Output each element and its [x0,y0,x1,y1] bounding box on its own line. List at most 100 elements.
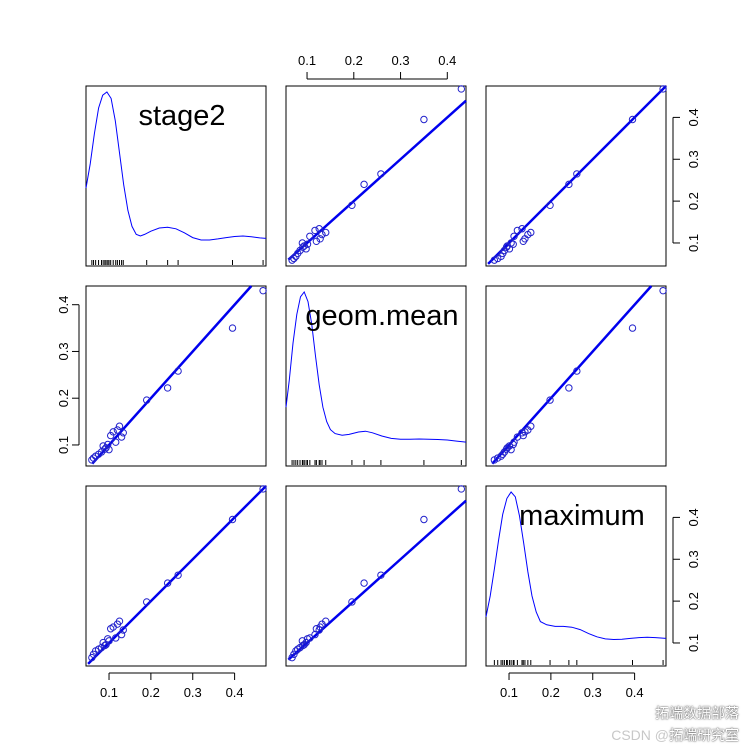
point-stage2-vs-geom.mean-18 [360,180,368,189]
point-stage2-vs-geom.mean-13 [318,230,326,239]
point-maximum-vs-geom.mean-15 [311,630,319,639]
variable-label-stage2: stage2 [138,100,225,132]
point-stage2-vs-geom.mean-14 [322,228,330,237]
density-curve-geom.mean [285,290,467,443]
point-geom.mean-vs-stage2-17 [142,396,151,404]
fit-line-stage2-vs-maximum [487,85,667,265]
point-maximum-vs-geom.mean-16 [315,626,323,634]
point-geom.mean-vs-stage2-20 [228,324,237,332]
y-tick-label-right-stage2-0: 0.1 [686,234,701,252]
point-maximum-vs-stage2-8 [104,635,112,643]
y-tick-label-left-geom.mean-0: 0.1 [56,436,71,454]
point-geom.mean-vs-stage2-18 [163,384,172,392]
point-geom.mean-vs-maximum-17 [546,396,554,404]
x-tick-label-bottom-maximum-3: 0.4 [626,685,644,700]
x-tick-label-top-geom.mean-1: 0.2 [345,53,363,68]
point-geom.mean-vs-stage2-14 [115,422,124,430]
panel-frame-maximum-maximum [485,485,667,667]
point-maximum-vs-stage2-12 [112,634,120,642]
point-maximum-vs-geom.mean-17 [348,598,356,606]
point-geom.mean-vs-maximum-7 [503,444,512,452]
point-stage2-vs-geom.mean-19 [377,170,385,178]
point-geom.mean-vs-stage2-1 [89,454,98,462]
point-stage2-vs-geom.mean-11 [316,235,324,243]
point-maximum-vs-geom.mean-20 [420,515,428,524]
point-geom.mean-vs-stage2-15 [117,433,126,441]
point-geom.mean-vs-stage2-9 [105,445,113,454]
point-maximum-vs-geom.mean-3 [293,645,302,653]
panel-frame-stage2-geom.mean [285,85,467,267]
y-tick-label-right-stage2-1: 0.2 [686,192,701,210]
point-maximum-vs-stage2-15 [117,630,126,639]
point-maximum-vs-geom.mean-18 [360,579,368,587]
x-tick-label-bottom-stage2-1: 0.2 [142,685,160,700]
point-stage2-vs-geom.mean-10 [312,237,321,246]
y-tick-label-right-maximum-2: 0.3 [686,550,701,568]
point-maximum-vs-stage2-21 [259,485,267,493]
point-geom.mean-vs-stage2-21 [259,286,267,295]
point-geom.mean-vs-stage2-16 [119,429,127,437]
panel-frame-maximum-stage2 [85,485,267,667]
point-stage2-vs-geom.mean-16 [315,225,323,233]
x-tick-label-bottom-maximum-0: 0.1 [500,685,518,700]
point-maximum-vs-stage2-19 [174,571,182,579]
point-geom.mean-vs-maximum-16 [518,429,526,437]
point-maximum-vs-stage2-20 [228,515,237,524]
point-stage2-vs-maximum-17 [546,201,554,210]
fit-line-stage2-vs-geom.mean [287,99,467,261]
point-maximum-vs-geom.mean-9 [298,637,307,645]
point-maximum-vs-geom.mean-6 [299,641,307,650]
panel-frame-geom.mean-geom.mean [285,285,467,467]
point-geom.mean-vs-maximum-21 [659,286,667,295]
x-tick-label-bottom-maximum-2: 0.3 [584,685,602,700]
fit-line-geom.mean-vs-maximum [491,285,653,465]
panel-frame-maximum-geom.mean [285,485,467,667]
point-geom.mean-vs-maximum-6 [502,445,511,453]
point-maximum-vs-stage2-14 [115,617,124,625]
point-stage2-vs-geom.mean-9 [298,239,307,247]
variable-label-maximum: maximum [519,500,645,532]
y-tick-label-left-geom.mean-2: 0.3 [56,342,71,360]
point-geom.mean-vs-maximum-18 [565,384,573,392]
point-maximum-vs-stage2-18 [163,579,172,587]
point-geom.mean-vs-maximum-3 [499,450,507,459]
point-geom.mean-vs-stage2-8 [104,440,112,449]
point-maximum-vs-stage2-17 [142,598,151,606]
point-stage2-vs-geom.mean-12 [306,232,314,240]
point-stage2-vs-maximum-21 [659,85,667,93]
watermark-line1: 拓端数据部落 [655,705,739,721]
point-geom.mean-vs-stage2-11 [109,428,117,436]
point-stage2-vs-geom.mean-8 [303,240,312,248]
density-curve-stage2 [85,91,267,241]
y-tick-label-left-geom.mean-1: 0.2 [56,389,71,407]
point-stage2-vs-maximum-18 [565,180,573,189]
x-tick-label-bottom-stage2-3: 0.4 [226,685,244,700]
fit-line-maximum-vs-geom.mean [287,499,467,661]
point-stage2-vs-maximum-9 [507,239,515,247]
point-geom.mean-vs-maximum-9 [507,445,515,454]
panel-frame-geom.mean-maximum [485,285,667,467]
point-maximum-vs-stage2-6 [101,641,109,650]
point-maximum-vs-geom.mean-12 [306,634,314,642]
variable-label-geom.mean: geom.mean [305,300,458,332]
point-maximum-vs-stage2-16 [119,626,127,634]
x-tick-label-top-geom.mean-0: 0.1 [298,53,316,68]
point-maximum-vs-geom.mean-14 [322,617,330,625]
point-stage2-vs-maximum-20 [628,115,637,124]
y-tick-label-right-maximum-0: 0.1 [686,634,701,652]
panel-frame-geom.mean-stage2 [85,285,267,467]
point-maximum-vs-geom.mean-21 [457,485,466,493]
y-tick-label-left-geom.mean-3: 0.4 [56,296,71,314]
point-geom.mean-vs-stage2-12 [112,438,120,446]
fit-line-geom.mean-vs-stage2 [91,285,253,465]
point-stage2-vs-maximum-6 [502,243,511,251]
y-tick-label-right-maximum-3: 0.4 [686,508,701,526]
watermark-prefix: CSDN @ [611,727,669,743]
x-tick-label-bottom-stage2-0: 0.1 [100,685,118,700]
x-tick-label-top-geom.mean-2: 0.3 [392,53,410,68]
density-curve-maximum [485,491,667,641]
point-geom.mean-vs-maximum-19 [573,367,581,375]
point-geom.mean-vs-stage2-13 [113,426,122,434]
point-stage2-vs-geom.mean-0 [288,256,296,264]
